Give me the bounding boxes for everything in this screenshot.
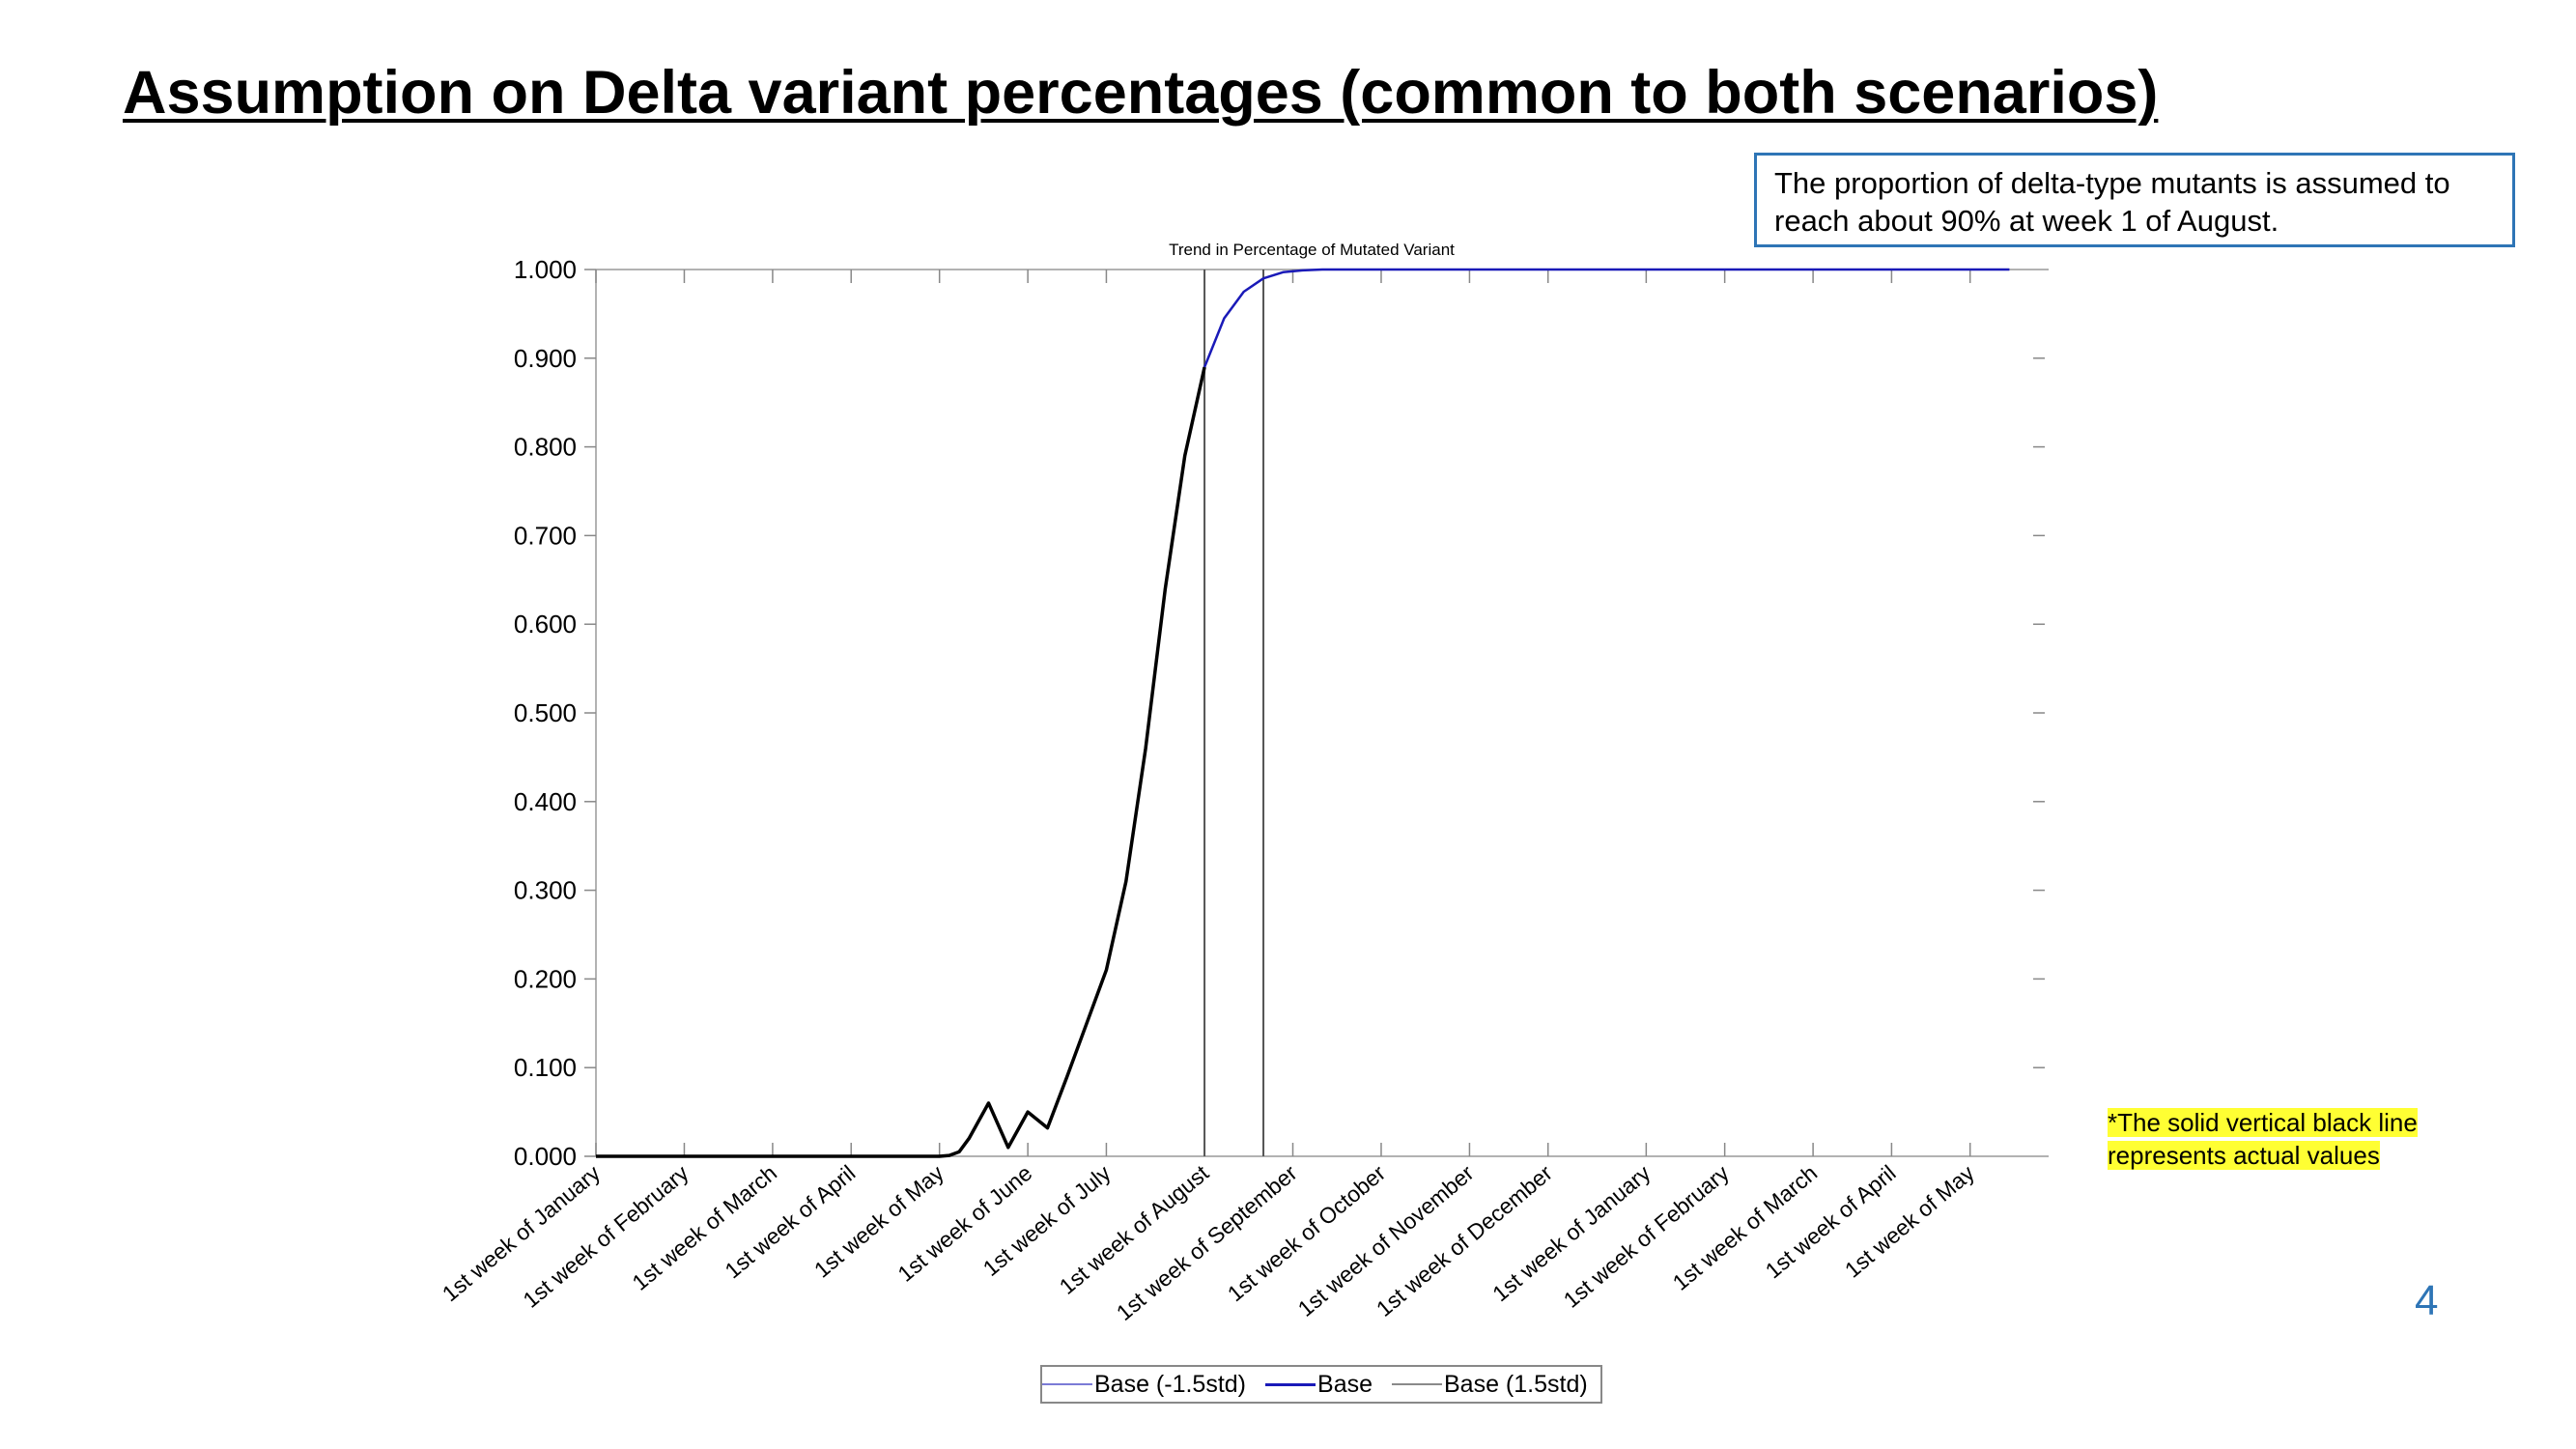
y-tick-label: 0.400 xyxy=(514,787,577,816)
y-axis: 0.000 0.100 0.200 0.300 0.400 0.500 0.600 0.700… xyxy=(514,255,2045,1171)
chart-title: Trend in Percentage of Mutated Variant xyxy=(1169,241,1455,259)
y-tick-label: 1.000 xyxy=(514,255,577,284)
legend-label-base: Base xyxy=(1317,1370,1373,1398)
x-tick-label: 1st week of October xyxy=(1223,1160,1391,1307)
series-line-actual xyxy=(596,366,1206,1158)
plot-area xyxy=(595,269,2049,1157)
legend-item-base-plus: Base (1.5std) xyxy=(1392,1371,1588,1399)
chart-legend: Base (-1.5std) Base Base (1.5std) xyxy=(1040,1365,1602,1404)
y-tick-label: 0.600 xyxy=(514,610,577,639)
legend-swatch-base xyxy=(1265,1382,1316,1386)
x-tick-label: 1st week of February xyxy=(518,1160,694,1313)
y-tick-label: 0.100 xyxy=(514,1053,577,1082)
x-tick-label: 1st week of January xyxy=(438,1160,606,1307)
footnote-text: The solid vertical black line represents… xyxy=(2108,1108,2418,1170)
legend-label-base-plus: Base (1.5std) xyxy=(1444,1370,1588,1398)
legend-swatch-base-plus xyxy=(1392,1383,1442,1385)
series-lines xyxy=(596,268,2010,1158)
y-tick-label: 0.000 xyxy=(514,1142,577,1171)
x-tick-label: 1st week of March xyxy=(627,1160,781,1295)
x-tick-label: 1st week of March xyxy=(1668,1160,1823,1295)
y-tick-label: 0.300 xyxy=(514,876,577,905)
legend-item-base: Base xyxy=(1265,1371,1373,1399)
legend-item-base-minus: Base (-1.5std) xyxy=(1042,1371,1246,1399)
y-tick-label: 0.800 xyxy=(514,433,577,462)
series-line-base xyxy=(1203,268,2010,368)
actual-value-lines xyxy=(1203,270,1265,1156)
y-tick-label: 0.500 xyxy=(514,698,577,727)
y-tick-label: 0.700 xyxy=(514,521,577,550)
y-tick-label: 0.900 xyxy=(514,344,577,373)
assumption-callout: The proportion of delta-type mutants is … xyxy=(1754,153,2515,247)
footnote: *The solid vertical black line represent… xyxy=(2108,1106,2513,1172)
y-tick-label: 0.200 xyxy=(514,964,577,993)
legend-swatch-base-minus xyxy=(1042,1383,1092,1385)
footnote-star: * xyxy=(2108,1108,2118,1137)
legend-label-base-minus: Base (-1.5std) xyxy=(1094,1370,1247,1398)
page-number: 4 xyxy=(2415,1277,2439,1324)
x-tick-label: 1st week of May xyxy=(1840,1160,1979,1283)
slide-title: Assumption on Delta variant percentages … xyxy=(123,59,2159,127)
x-tick-label: 1st week of April xyxy=(1761,1160,1901,1284)
